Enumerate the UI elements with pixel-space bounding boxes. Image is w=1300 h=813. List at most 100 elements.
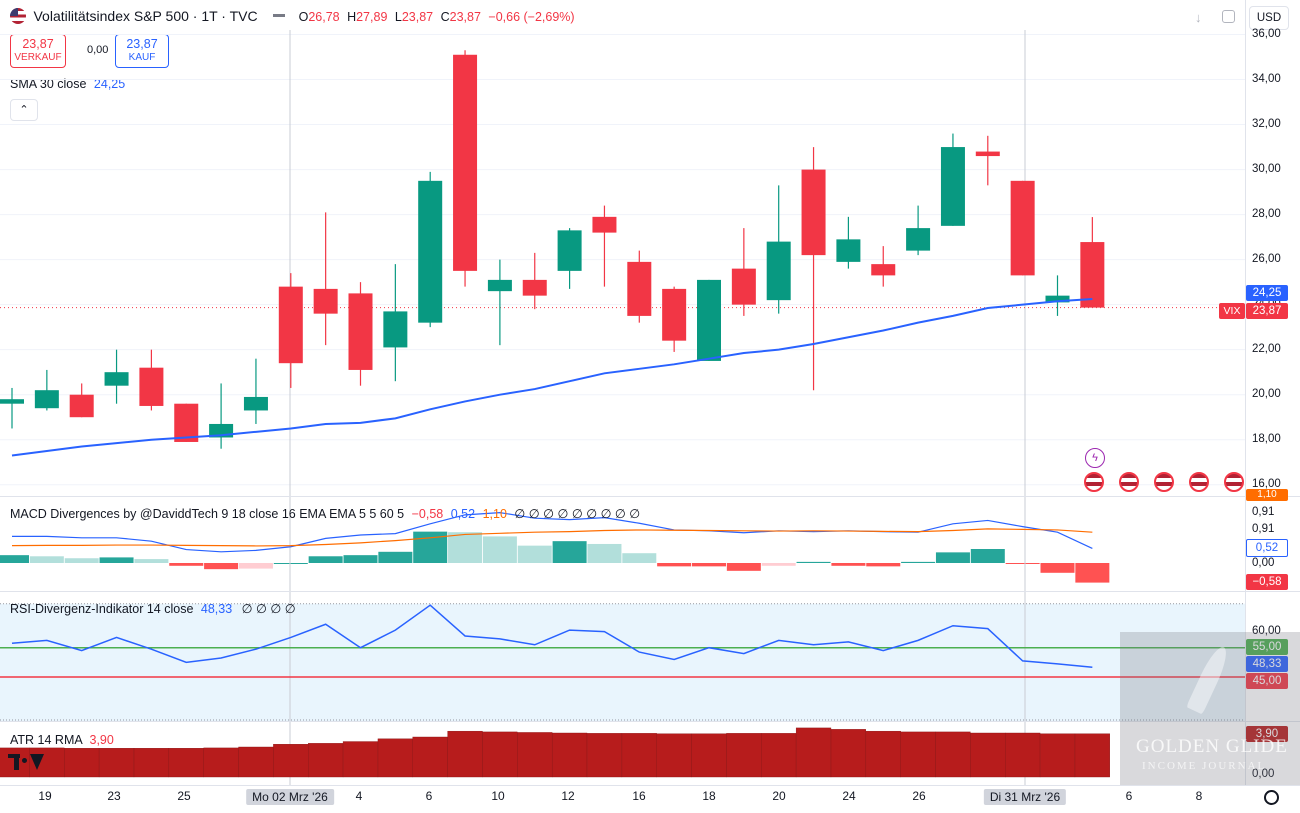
rsi-upper-value: 55,00 <box>1252 641 1282 653</box>
down-arrow-icon[interactable]: ↓ <box>1195 10 1202 25</box>
time-axis-label: 19 <box>38 789 52 803</box>
atr-bar <box>64 748 100 778</box>
lightning-icon[interactable]: ϟ <box>1085 448 1105 468</box>
macd-histogram-bar <box>935 552 970 563</box>
candle-body <box>104 372 129 386</box>
atr-legend[interactable]: ATR 14 RMA 3,90 <box>10 733 114 747</box>
atr-bar <box>133 748 169 778</box>
atr-bar <box>900 731 936 778</box>
atr-bar <box>795 727 832 778</box>
candle-body <box>383 311 408 348</box>
macd-histogram-bar <box>0 555 29 563</box>
sma-legend[interactable]: SMA 30 close 24,25 <box>10 77 125 91</box>
feather-logo-icon <box>1186 643 1232 715</box>
economic-event-flag-icon[interactable] <box>1154 472 1174 492</box>
symbol-header: Volatilitätsindex S&P 500 · 1T · TVC O26… <box>10 8 575 24</box>
ohlc-open: 26,78 <box>308 10 340 24</box>
collapse-chevron-icon[interactable]: ⌃ <box>10 99 38 121</box>
macd-line-tag-value: 0,52 <box>1255 542 1279 554</box>
economic-event-flag-icon[interactable] <box>1189 472 1209 492</box>
rsi-line <box>11 604 1093 669</box>
ohlc-close-label: C <box>440 10 450 24</box>
atr-bar <box>656 733 692 778</box>
symbol-title[interactable]: Volatilitätsindex S&P 500 · 1T · TVC <box>33 8 258 24</box>
watermark: GOLDEN GLIDE INCOME JOURNAL <box>1120 632 1300 785</box>
candle-body <box>801 169 826 256</box>
macd-histogram-bar <box>587 543 622 563</box>
time-axis-label: 24 <box>842 789 856 803</box>
macd-histogram-bar <box>273 563 308 564</box>
macd-axis-label: 0,00 <box>1252 557 1275 569</box>
time-axis-label: 4 <box>355 789 363 803</box>
time-axis-label: 10 <box>491 789 505 803</box>
pane-separator[interactable] <box>0 496 1300 497</box>
sell-price: 23,87 <box>22 37 54 51</box>
macd-histogram-bar <box>169 563 204 566</box>
candle-body <box>731 268 756 305</box>
buy-label: KAUF <box>128 52 156 63</box>
macd-histogram-bar <box>308 556 343 563</box>
economic-event-flag-icon[interactable] <box>1224 472 1244 492</box>
atr-bar <box>621 733 657 778</box>
candle-body <box>766 241 791 301</box>
fullscreen-icon[interactable] <box>1222 10 1235 23</box>
atr-tag-value: 3,90 <box>1255 728 1279 740</box>
currency-selector[interactable]: USD <box>1249 6 1289 30</box>
main-price-chart[interactable] <box>0 30 1245 496</box>
candle-body <box>34 390 59 409</box>
candle-body <box>662 288 687 341</box>
macd-legend[interactable]: MACD Divergences by @DaviddTech 9 18 clo… <box>10 506 640 521</box>
candle-body <box>906 228 931 251</box>
candle-body <box>940 147 965 226</box>
candle-body <box>1010 180 1035 276</box>
pane-separator[interactable] <box>0 591 1300 592</box>
candle-body <box>592 216 617 233</box>
candle-body <box>522 279 547 296</box>
last-price-value: 23,87 <box>1252 305 1282 317</box>
symbol-tag: VIX <box>1219 303 1245 319</box>
tradingview-logo-icon[interactable] <box>8 752 44 772</box>
pane-separator[interactable] <box>0 721 1300 722</box>
sell-label: VERKAUF <box>14 52 62 63</box>
macd-histogram-bar <box>970 549 1005 563</box>
time-axis-label: 26 <box>912 789 926 803</box>
macd-line-tag: 0,52 <box>1246 539 1288 557</box>
rsi-label: RSI-Divergenz-Indikator 14 close <box>10 602 194 616</box>
watermark-line1: GOLDEN GLIDE <box>1136 736 1288 757</box>
atr-bar <box>1039 733 1076 778</box>
atr-bar <box>517 732 553 778</box>
candle-body <box>0 399 24 404</box>
atr-bar <box>412 736 448 778</box>
atr-bar <box>238 746 274 778</box>
macd-histogram-bar <box>622 553 657 563</box>
atr-bar <box>970 732 1006 778</box>
macd-histogram-bar <box>343 555 378 563</box>
rsi-pane[interactable] <box>0 592 1245 721</box>
economic-event-flag-icon[interactable] <box>1119 472 1139 492</box>
time-axis-separator <box>0 785 1300 786</box>
last-price-tag: 23,87 <box>1246 303 1288 319</box>
sma-value: 24,25 <box>93 77 126 91</box>
atr-pane[interactable] <box>0 722 1245 785</box>
macd-histogram-bar <box>761 563 796 566</box>
atr-bar <box>726 733 762 778</box>
economic-event-flag-icon[interactable] <box>1084 472 1104 492</box>
macd-histogram-bar <box>831 563 866 566</box>
atr-bar <box>865 730 901 778</box>
time-axis-label: 20 <box>772 789 786 803</box>
ohlc-change: −0,66 (−2,69%) <box>488 10 575 24</box>
macd-histogram-bar <box>901 561 936 563</box>
macd-pane[interactable] <box>0 497 1245 591</box>
rsi-legend[interactable]: RSI-Divergenz-Indikator 14 close 48,33 ∅… <box>10 601 296 616</box>
macd-hist-tag-value: −0,58 <box>1252 576 1282 588</box>
rsi-value: 48,33 <box>200 602 233 616</box>
price-axis-label: 28,00 <box>1252 207 1281 220</box>
macd-histogram-bar <box>692 563 726 567</box>
collapse-line-icon[interactable] <box>273 14 286 18</box>
atr-value-tag: 3,90 <box>1246 726 1288 742</box>
atr-bar <box>377 738 413 778</box>
candle-body <box>453 54 478 271</box>
settings-gear-icon[interactable] <box>1264 790 1279 805</box>
ohlc-high: 27,89 <box>356 10 388 24</box>
macd-value-2: 0,52 <box>450 507 476 521</box>
